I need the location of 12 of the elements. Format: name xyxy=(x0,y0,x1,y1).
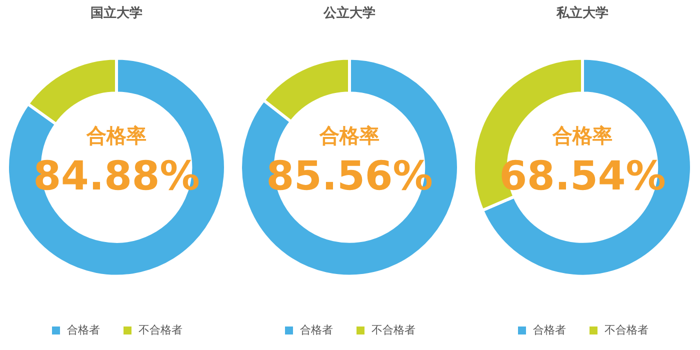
legend-label: 合格者 xyxy=(300,323,333,336)
legend-label: 不合格者 xyxy=(372,323,416,336)
text: 合格率 xyxy=(318,124,380,148)
chart-title: 私立大学 xyxy=(556,5,608,22)
chart-title: 公立大学 xyxy=(322,5,376,22)
chart-title: 国立大学 xyxy=(90,5,142,22)
text: 合格率 xyxy=(86,124,146,148)
legend-label: 不合格者 xyxy=(604,323,648,336)
legend-label: 不合格者 xyxy=(138,323,182,336)
legend-label: 合格者 xyxy=(67,323,100,336)
text: 合格率 xyxy=(552,124,612,148)
legend-label: 合格者 xyxy=(533,323,566,336)
